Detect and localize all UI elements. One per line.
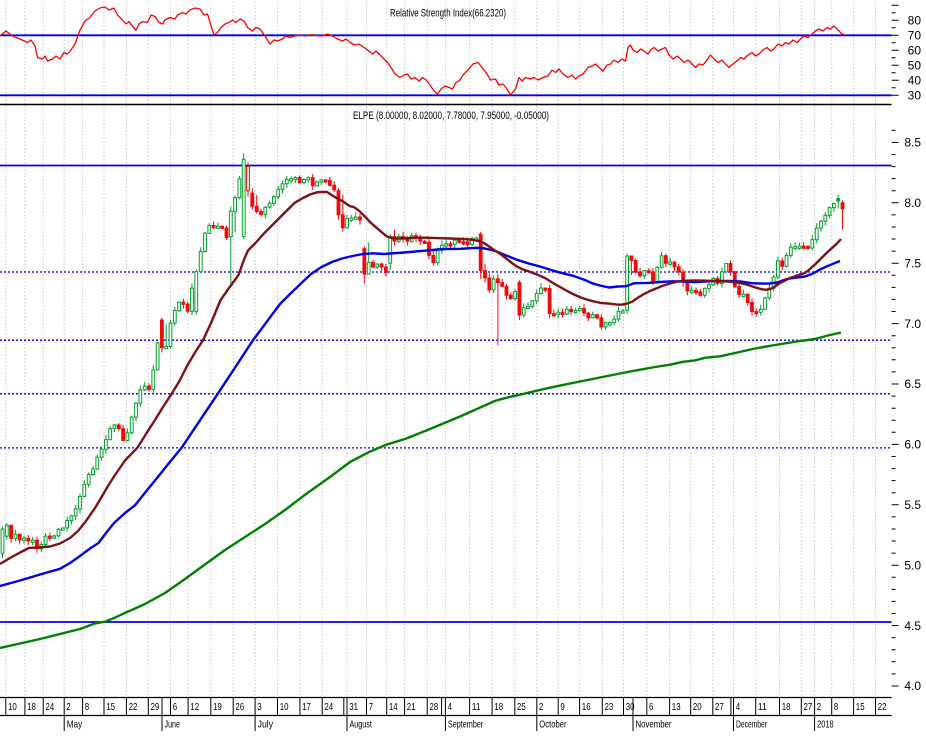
svg-text:13: 13 [672, 701, 681, 713]
svg-text:15: 15 [856, 701, 865, 713]
svg-text:20: 20 [693, 701, 702, 713]
svg-text:2: 2 [817, 701, 822, 713]
svg-text:7.0: 7.0 [904, 317, 921, 331]
svg-text:30: 30 [626, 701, 635, 713]
svg-text:9: 9 [560, 701, 565, 713]
svg-text:6: 6 [649, 701, 654, 713]
svg-text:May: May [67, 719, 83, 731]
svg-text:July: July [258, 719, 274, 731]
svg-text:19: 19 [213, 701, 222, 713]
svg-text:5.0: 5.0 [904, 558, 921, 572]
svg-text:27: 27 [804, 701, 813, 713]
svg-text:December: December [736, 719, 767, 731]
svg-text:November: November [636, 719, 672, 731]
svg-text:4: 4 [736, 701, 741, 713]
svg-text:10: 10 [280, 701, 289, 713]
svg-text:June: June [165, 719, 181, 731]
svg-text:8.5: 8.5 [904, 136, 921, 150]
svg-text:October: October [539, 719, 567, 731]
svg-text:18: 18 [782, 701, 791, 713]
svg-text:5.5: 5.5 [904, 498, 921, 512]
svg-text:2018: 2018 [817, 719, 834, 731]
svg-text:18: 18 [27, 701, 36, 713]
svg-text:7.5: 7.5 [904, 256, 921, 270]
svg-text:80: 80 [908, 14, 922, 28]
svg-text:3: 3 [257, 701, 262, 713]
svg-text:23: 23 [605, 701, 614, 713]
svg-text:22: 22 [129, 701, 138, 713]
svg-text:August: August [350, 719, 372, 731]
svg-text:4: 4 [448, 701, 453, 713]
svg-text:6: 6 [173, 701, 178, 713]
svg-text:70: 70 [908, 29, 922, 43]
svg-text:16: 16 [582, 701, 591, 713]
svg-text:26: 26 [235, 701, 244, 713]
svg-text:6.0: 6.0 [904, 438, 921, 452]
svg-text:8.0: 8.0 [904, 196, 921, 210]
svg-text:Relative Strength Index(66.232: Relative Strength Index(66.2320) [390, 7, 506, 19]
svg-text:6.5: 6.5 [904, 377, 921, 391]
svg-text:40: 40 [908, 74, 922, 88]
svg-text:8: 8 [85, 701, 90, 713]
svg-text:24: 24 [45, 701, 54, 713]
svg-text:22: 22 [878, 701, 887, 713]
svg-text:24: 24 [324, 701, 333, 713]
svg-text:4.5: 4.5 [904, 619, 921, 633]
svg-text:ELPE (8.00000, 8.02000, 7.7800: ELPE (8.00000, 8.02000, 7.78000, 7.95000… [353, 110, 549, 122]
svg-text:50: 50 [908, 59, 922, 73]
svg-text:12: 12 [190, 701, 199, 713]
svg-text:30: 30 [908, 89, 922, 103]
svg-text:18: 18 [494, 701, 503, 713]
svg-text:4.0: 4.0 [904, 679, 921, 693]
svg-text:11: 11 [472, 701, 481, 713]
svg-text:14: 14 [389, 701, 398, 713]
svg-text:25: 25 [517, 701, 526, 713]
svg-text:15: 15 [106, 701, 115, 713]
svg-text:28: 28 [429, 701, 438, 713]
svg-text:2: 2 [66, 701, 71, 713]
svg-text:17: 17 [302, 701, 311, 713]
svg-text:September: September [448, 719, 484, 731]
svg-text:31: 31 [349, 701, 358, 713]
svg-text:2: 2 [539, 701, 544, 713]
svg-text:8: 8 [834, 701, 839, 713]
svg-text:29: 29 [151, 701, 160, 713]
svg-text:60: 60 [908, 44, 922, 58]
svg-text:10: 10 [8, 701, 17, 713]
svg-text:7: 7 [369, 701, 374, 713]
svg-text:11: 11 [758, 701, 767, 713]
svg-text:27: 27 [715, 701, 724, 713]
svg-text:21: 21 [407, 701, 416, 713]
